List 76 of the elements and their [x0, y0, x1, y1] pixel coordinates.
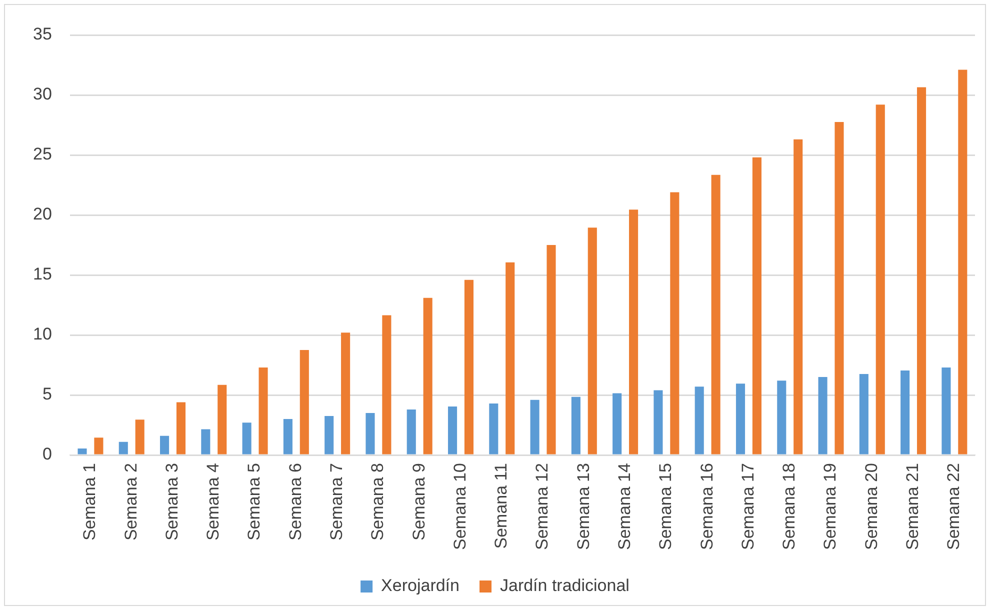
x-tick-label: Semana 16	[697, 463, 716, 550]
bar	[834, 122, 844, 454]
bar	[588, 228, 597, 454]
bar	[711, 174, 720, 454]
bar	[324, 416, 334, 454]
bar	[258, 367, 268, 454]
bar	[506, 262, 515, 454]
x-tick-label: Semana 19	[820, 463, 840, 550]
legend-label: Xerojardín	[381, 576, 460, 596]
x-tick-label: Semana 20	[862, 463, 881, 550]
bar	[629, 210, 638, 454]
bar	[218, 384, 227, 454]
y-tick-label: 25	[32, 144, 52, 164]
bar	[448, 406, 458, 454]
bar	[942, 367, 951, 454]
bar	[406, 409, 416, 454]
bar	[777, 380, 786, 454]
bar	[670, 192, 680, 454]
y-tick-label: 20	[32, 204, 52, 224]
y-tick-label: 5	[42, 384, 52, 404]
bar	[694, 386, 704, 454]
x-tick-label: Semana 9	[409, 463, 428, 541]
bar	[654, 390, 663, 454]
bar	[489, 403, 498, 454]
x-tick-label: Semana 4	[204, 463, 223, 541]
y-tick-label: 30	[32, 84, 52, 104]
bar	[900, 370, 910, 454]
y-tick-label: 35	[32, 24, 52, 44]
legend-label: Jardín tradicional	[500, 576, 630, 596]
bar	[736, 384, 746, 454]
bar	[382, 315, 392, 454]
bar	[135, 420, 144, 454]
bar	[464, 280, 474, 454]
bar	[612, 393, 622, 454]
bar	[423, 298, 432, 454]
x-tick-label: Semana 11	[492, 463, 511, 549]
bar	[341, 332, 350, 454]
bar	[366, 413, 375, 454]
bar	[94, 438, 104, 454]
bar	[818, 377, 828, 454]
x-tick-label: Semana 12	[532, 463, 552, 550]
bar	[546, 245, 556, 454]
x-tick-label: Semana 13	[574, 463, 593, 550]
y-tick-label: 0	[42, 444, 52, 464]
x-tick-label: Semana 2	[121, 463, 140, 541]
x-tick-label: Semana 22	[944, 463, 964, 550]
bar	[859, 374, 868, 454]
y-tick-label: 10	[32, 324, 52, 344]
bar	[752, 157, 762, 454]
bar	[176, 402, 186, 454]
x-tick-label: Semana 6	[286, 463, 305, 541]
bar	[876, 104, 885, 454]
bar	[78, 448, 87, 454]
y-tick-label: 15	[32, 264, 52, 284]
bar	[794, 139, 803, 454]
bar	[118, 442, 128, 454]
bar	[160, 436, 170, 454]
x-tick-label: Semana 3	[162, 463, 182, 541]
x-tick-label: Semana 5	[244, 463, 264, 541]
bar	[283, 419, 292, 454]
bar	[916, 87, 926, 454]
bar	[242, 422, 252, 454]
x-tick-label: Semana 15	[656, 463, 676, 550]
x-tick-label: Semana 10	[450, 463, 470, 550]
bar	[958, 70, 968, 454]
bar	[530, 400, 540, 454]
bar	[300, 350, 309, 454]
x-tick-label: Semana 17	[738, 463, 758, 550]
x-tick-label: Semana 7	[327, 463, 346, 541]
x-tick-label: Semana 8	[368, 463, 388, 541]
bar	[571, 396, 580, 454]
x-tick-label: Semana 21	[902, 463, 922, 550]
bar	[201, 429, 210, 454]
x-tick-label: Semana 14	[614, 463, 634, 550]
x-tick-label: Semana 18	[780, 463, 799, 550]
x-tick-label: Semana 1	[80, 463, 100, 541]
